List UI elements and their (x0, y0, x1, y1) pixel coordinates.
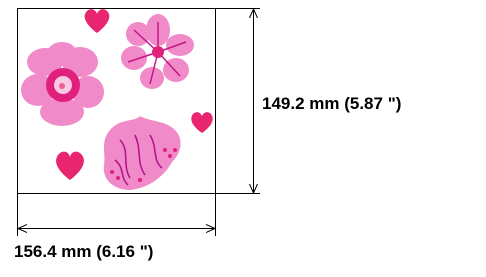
width-dimension: 156.4 mm (6.16 ") (14, 193, 216, 261)
height-label: 149.2 mm (5.87 ") (262, 94, 401, 113)
height-dimension: 149.2 mm (5.87 ") (215, 9, 401, 194)
width-label: 156.4 mm (6.16 ") (14, 242, 153, 261)
design-artwork (21, 9, 213, 190)
embroidery-preview: 149.2 mm (5.87 ") 156.4 mm (6.16 ") (0, 0, 486, 277)
